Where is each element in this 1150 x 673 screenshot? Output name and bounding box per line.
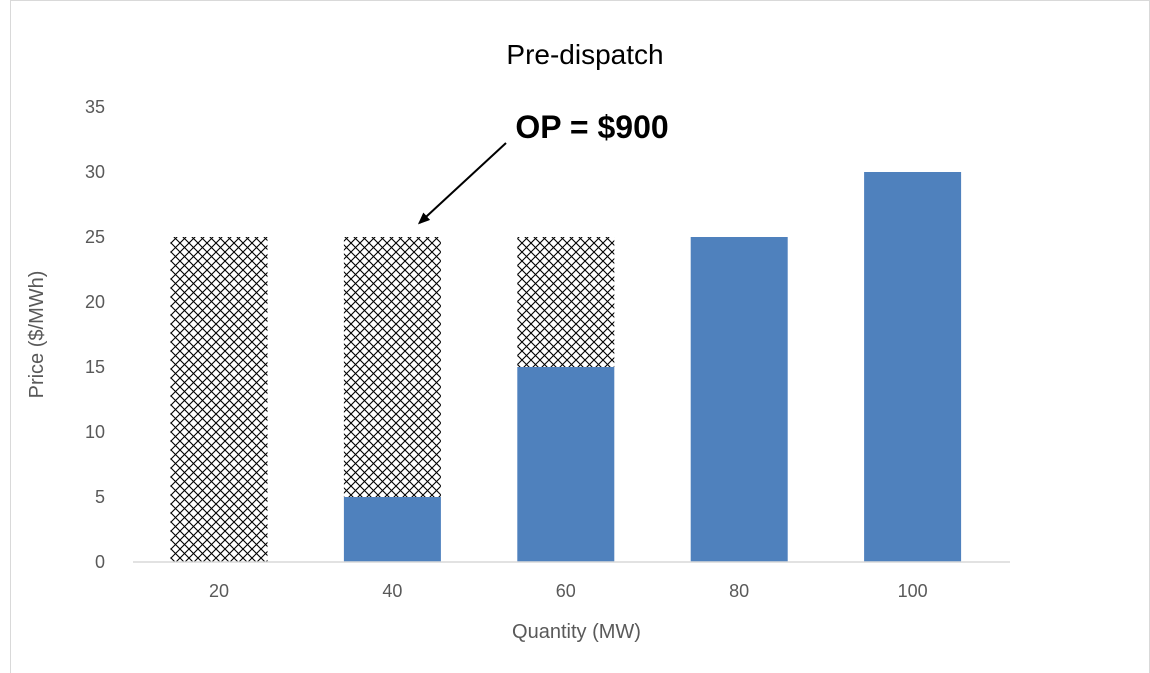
bar-hatched-20	[170, 237, 268, 562]
x-tick-label: 60	[556, 581, 576, 601]
bar-hatched-40	[343, 237, 441, 497]
y-tick-label: 20	[85, 292, 105, 312]
bar-solid-80	[690, 237, 788, 562]
y-tick-label: 35	[85, 97, 105, 117]
annotation-arrow	[417, 142, 507, 225]
x-tick-label: 20	[209, 581, 229, 601]
y-axis-ticks: 0 5 10 15 20 25 30 35	[85, 97, 105, 572]
x-tick-label: 100	[898, 581, 928, 601]
y-tick-label: 0	[95, 552, 105, 572]
y-axis-label: Price ($/MWh)	[26, 271, 48, 399]
x-axis-label: Quantity (MW)	[512, 621, 641, 643]
bar-solid-40	[343, 497, 441, 562]
y-tick-label: 30	[85, 162, 105, 182]
y-tick-label: 15	[85, 357, 105, 377]
bar-hatched-60	[517, 237, 615, 367]
bar-solid-60	[517, 367, 615, 562]
annotation-text: OP = $900	[515, 109, 668, 145]
bar-solid-100	[864, 172, 962, 562]
x-axis-ticks: 20 40 60 80 100	[209, 581, 928, 601]
x-tick-label: 40	[382, 581, 402, 601]
chart-title: Pre-dispatch	[506, 39, 663, 70]
y-tick-label: 10	[85, 422, 105, 442]
x-tick-label: 80	[729, 581, 749, 601]
bars	[170, 172, 962, 562]
y-tick-label: 25	[85, 227, 105, 247]
y-tick-label: 5	[95, 487, 105, 507]
